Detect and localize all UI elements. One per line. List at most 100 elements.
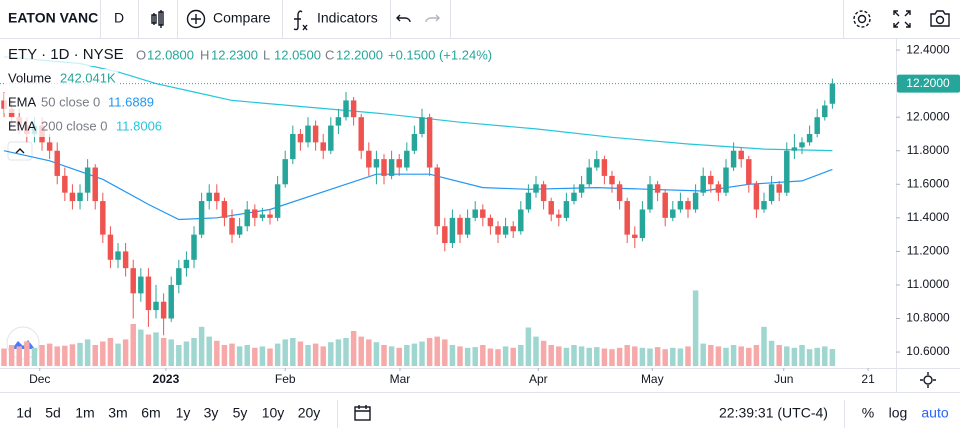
ohlc-key: H [200,47,209,62]
volume-bar [738,346,744,366]
range-button[interactable]: 20y [298,405,321,421]
candle-body [632,234,638,238]
volume-bar [153,332,159,366]
volume-bar [138,329,144,366]
ohlc-key: C [325,47,334,62]
chart-type-icon[interactable] [151,10,164,28]
plot-area [0,49,900,371]
undo-icon[interactable] [396,14,411,23]
volume-bar [799,345,805,366]
ohlc-key: L [263,47,270,62]
date-range-icon[interactable] [354,405,371,421]
redo-icon [425,14,440,23]
candle-body [487,217,494,227]
volume-bar [381,345,387,366]
time-settings-icon[interactable] [920,372,936,388]
collapse-legend-button[interactable] [7,141,33,161]
symbol[interactable]: EATON VANC [8,10,98,26]
x-tick-label: Feb [275,372,296,386]
candle-body [616,184,623,202]
candle-body [670,209,676,218]
volume-bar [654,347,661,366]
candle-body [168,284,174,319]
interval[interactable]: D [114,10,124,26]
change: +0.1500 (+1.24%) [388,47,492,62]
scale-option[interactable]: log [889,405,908,421]
volume-bar [16,346,22,366]
y-tick-label: 12.0000 [906,109,950,123]
candle-body [54,150,60,176]
compare-icon[interactable] [186,9,206,29]
range-button[interactable]: 5d [45,405,61,421]
volume-bar [54,346,60,366]
candle-body [472,209,478,218]
legend-title: ETY · 1D · NYSE [8,46,124,63]
candle-body [822,105,828,118]
snapshot-icon[interactable] [930,10,950,27]
range-button[interactable]: 1m [75,405,94,421]
volume-bar [518,345,524,366]
candle-body [176,268,182,285]
candle-body [784,150,790,193]
y-tick-label: 12.4000 [906,42,950,56]
volume-bar [594,347,600,366]
candle-body [145,276,152,311]
candle-body [525,192,532,210]
volume-bar [312,343,319,366]
settings-icon[interactable] [853,10,871,28]
compare-button[interactable]: Compare [213,10,271,26]
candle-body [677,201,684,210]
candle-body [130,268,136,294]
volume-bar [434,336,440,366]
volume-bar [601,348,608,366]
volume-bar [723,347,729,366]
volume-bar [252,347,258,366]
scale-option[interactable]: % [862,405,874,421]
volume-bar [31,347,38,366]
volume-bar [761,326,767,366]
y-tick-label: 10.6000 [906,344,950,358]
volume-bar [320,346,326,366]
volume-bar [791,347,798,366]
candle-body [335,117,342,126]
range-button[interactable]: 6m [141,405,160,421]
candle-body [290,133,296,160]
range-button[interactable]: 10y [262,405,285,421]
indicators-button[interactable]: Indicators [317,10,378,26]
candle-body [267,214,273,218]
candle-body [252,209,258,218]
x-tick-label: Jun [774,372,793,386]
candle-body [829,83,836,104]
candle-body [449,217,456,244]
volume-bar [290,338,296,366]
fullscreen-icon[interactable] [893,10,911,28]
candle-body [685,201,691,210]
last-price-badge [897,74,960,93]
volume-bar [77,342,83,366]
range-button[interactable]: 5y [233,405,248,421]
volume-bar [647,348,653,366]
x-tick-label: Apr [529,372,548,386]
volume-bar [578,346,585,366]
candle-body [715,184,722,193]
candle-body [708,175,714,185]
candle-body [191,234,197,260]
scale-option[interactable]: auto [921,405,948,421]
volume-bar [685,346,691,366]
candle-body [586,167,592,185]
candle-body [723,167,729,193]
volume-bar [419,341,425,366]
indicators-icon[interactable] [293,10,308,31]
range-button[interactable]: 3y [204,405,219,421]
candle-body [768,184,775,202]
candle-body [404,150,410,168]
candle-body [388,159,395,176]
volume-bar [457,346,463,366]
volume-value: 242.041K [60,70,116,85]
range-button[interactable]: 1y [176,405,191,421]
range-button[interactable]: 1d [16,405,32,421]
volume-bar [145,334,152,366]
range-button[interactable]: 3m [108,405,127,421]
candle-body [373,159,380,168]
volume-bar [1,348,7,366]
